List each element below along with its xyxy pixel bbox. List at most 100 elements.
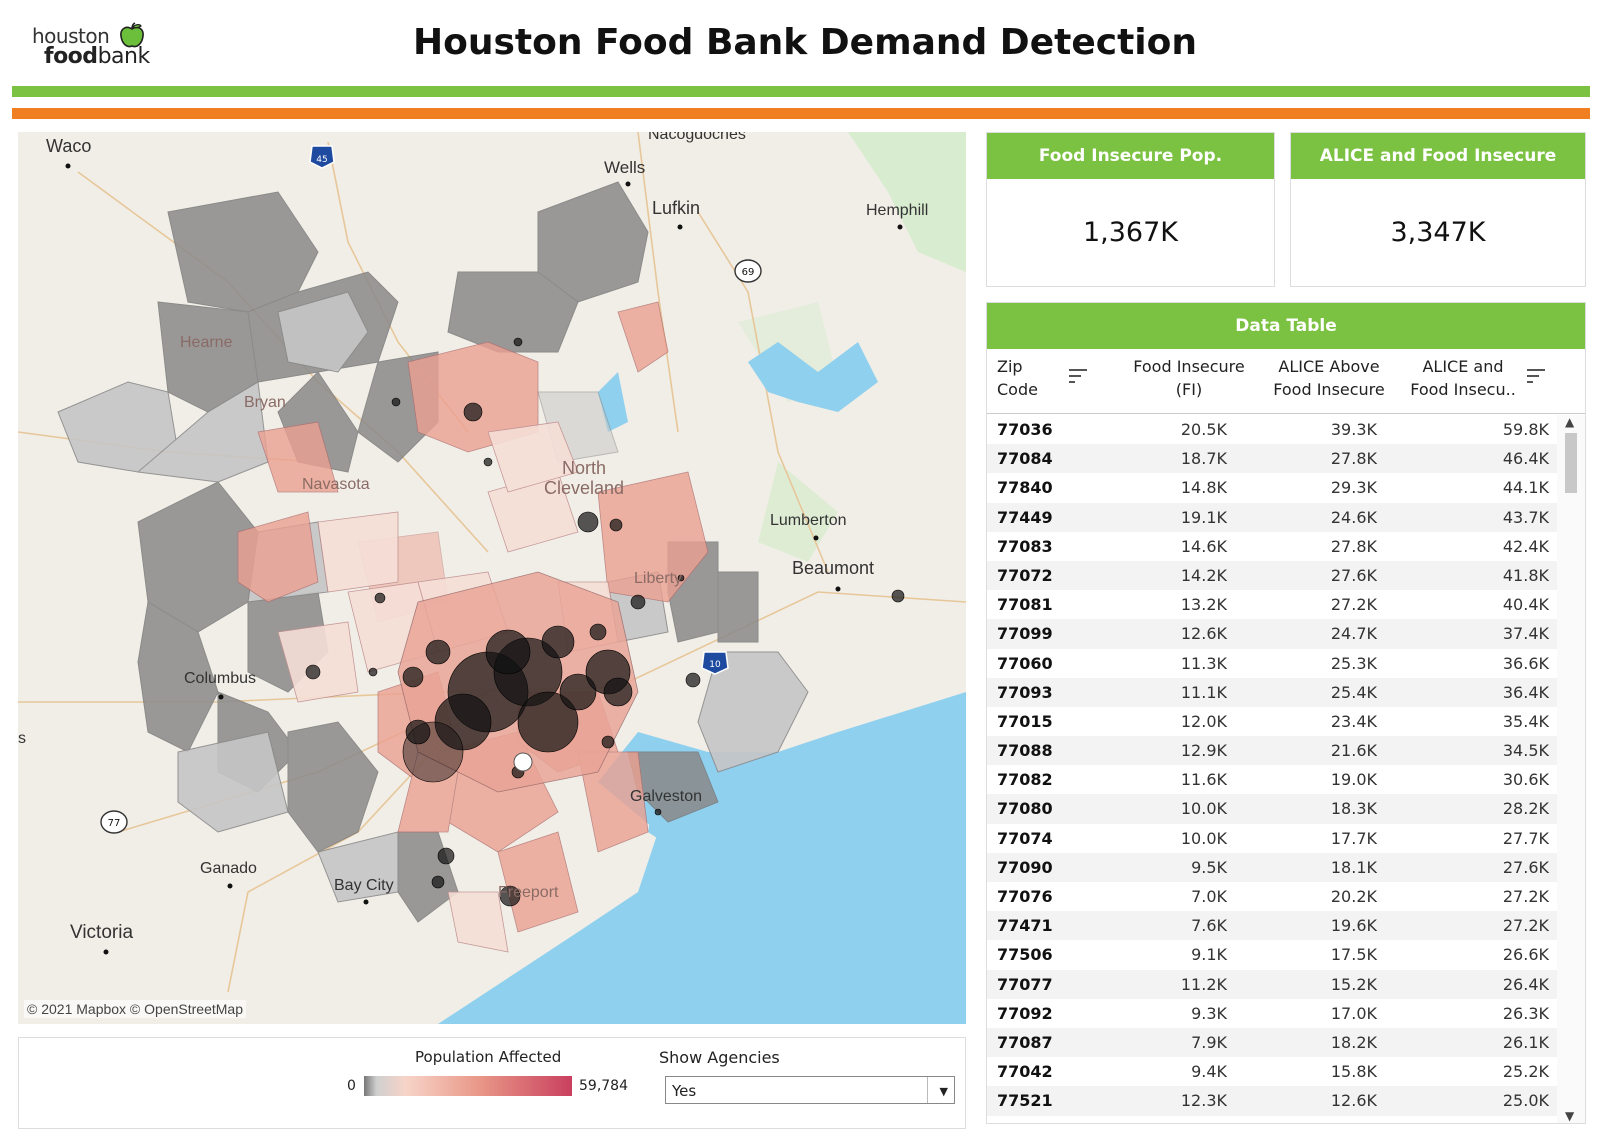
- cell-food-insecure: 12.0K: [1180, 711, 1227, 731]
- cell-alice-and-food-insecure: 59.8K: [1502, 420, 1549, 439]
- table-body: 77036 20.5K 39.3K 59.8K 77084 18.7K 27.8K 46.4K…: [987, 415, 1557, 1116]
- cell-alice-above: 27.2K: [1330, 595, 1377, 615]
- cell-alice-above: 25.3K: [1330, 653, 1377, 673]
- cell-zip-code: 77840: [997, 478, 1053, 498]
- cell-alice-and-food-insecure: 25.2K: [1502, 1062, 1549, 1082]
- cell-zip-code: 77083: [997, 536, 1053, 556]
- cell-alice-and-food-insecure: 26.3K: [1502, 1003, 1549, 1023]
- cell-alice-and-food-insecure: 35.4K: [1502, 711, 1549, 731]
- column-header-alice-and-food-insecure[interactable]: ALICE and Food Insecu..: [1410, 357, 1516, 399]
- table-row[interactable]: 77449 19.1K 24.6K 43.7K: [987, 502, 1557, 532]
- cell-alice-and-food-insecure: 26.6K: [1502, 945, 1549, 965]
- cell-alice-above: 15.8K: [1330, 1062, 1377, 1082]
- table-row[interactable]: 77080 10.0K 18.3K 28.2K: [987, 794, 1557, 824]
- cell-alice-and-food-insecure: 37.4K: [1502, 624, 1549, 644]
- table-row[interactable]: 77076 7.0K 20.2K 27.2K: [987, 882, 1557, 911]
- cell-food-insecure: 9.4K: [1191, 1062, 1227, 1082]
- cell-zip-code: 77076: [997, 887, 1053, 906]
- table-row[interactable]: 77060 11.3K 25.3K 36.6K: [987, 649, 1557, 678]
- cell-alice-above: 17.7K: [1330, 828, 1377, 848]
- table-row[interactable]: 77084 18.7K 27.8K 46.4K: [987, 444, 1557, 474]
- cell-food-insecure: 10.0K: [1180, 799, 1227, 819]
- table-row[interactable]: 77099 12.6K 24.7K 37.4K: [987, 619, 1557, 649]
- cell-alice-above: 27.8K: [1330, 449, 1377, 469]
- cell-alice-above: 12.6K: [1330, 1091, 1377, 1111]
- cell-alice-above: 15.2K: [1330, 974, 1377, 994]
- cell-zip-code: 77080: [997, 799, 1053, 819]
- map-label-liberty: Liberty: [634, 570, 683, 587]
- green-divider: [12, 86, 1590, 97]
- table-row[interactable]: 77840 14.8K 29.3K 44.1K: [987, 473, 1557, 502]
- table-row[interactable]: 77506 9.1K 17.5K 26.6K: [987, 940, 1557, 969]
- cell-zip-code: 77092: [997, 1003, 1053, 1023]
- apple-icon: [120, 22, 144, 48]
- chevron-up-icon[interactable]: ▲: [1565, 415, 1575, 429]
- cell-zip-code: 77521: [997, 1091, 1053, 1111]
- cell-food-insecure: 12.3K: [1180, 1091, 1227, 1111]
- table-row[interactable]: 77036 20.5K 39.3K 59.8K: [987, 415, 1557, 444]
- cell-alice-and-food-insecure: 27.2K: [1502, 916, 1549, 936]
- table-row[interactable]: 77092 9.3K 17.0K 26.3K: [987, 999, 1557, 1028]
- show-agencies-dropdown[interactable]: Yes ▼: [665, 1076, 955, 1104]
- cell-alice-and-food-insecure: 27.2K: [1502, 887, 1549, 906]
- legend-min-value: 0: [347, 1078, 356, 1094]
- houston-food-bank-logo: houston foodbank: [30, 22, 170, 72]
- cell-zip-code: 77099: [997, 624, 1053, 644]
- header: houston foodbank Houston Food Bank Deman…: [0, 0, 1600, 119]
- cell-food-insecure: 11.1K: [1180, 682, 1227, 702]
- sort-descending-icon[interactable]: [1527, 369, 1545, 385]
- table-row[interactable]: 77088 12.9K 21.6K 34.5K: [987, 736, 1557, 766]
- cell-food-insecure: 19.1K: [1180, 507, 1227, 527]
- sort-icon[interactable]: [1069, 369, 1087, 385]
- table-row[interactable]: 77082 11.6K 19.0K 30.6K: [987, 765, 1557, 794]
- table-row[interactable]: 77521 12.3K 12.6K 25.0K: [987, 1086, 1557, 1116]
- page-title: Houston Food Bank Demand Detection: [413, 22, 1197, 63]
- cell-alice-above: 27.6K: [1330, 565, 1377, 585]
- cell-alice-and-food-insecure: 36.4K: [1502, 682, 1549, 702]
- cell-food-insecure: 12.9K: [1180, 741, 1227, 761]
- table-row[interactable]: 77015 12.0K 23.4K 35.4K: [987, 707, 1557, 736]
- scrollbar-thumb[interactable]: [1565, 433, 1577, 493]
- map-label-bay-city: Bay City: [334, 877, 394, 894]
- table-scrollbar[interactable]: ▲ ▼: [1557, 415, 1585, 1123]
- table-row[interactable]: 77042 9.4K 15.8K 25.2K: [987, 1057, 1557, 1086]
- cell-alice-and-food-insecure: 44.1K: [1502, 478, 1549, 498]
- column-header-food-insecure[interactable]: Food Insecure (FI): [1133, 357, 1245, 399]
- table-row[interactable]: 77093 11.1K 25.4K 36.4K: [987, 677, 1557, 707]
- map-view[interactable]: 45 69 77 10 Waco Nacogdoches Wells Lufki…: [18, 132, 966, 1024]
- map-label-lufkin: Lufkin: [652, 198, 701, 218]
- cell-alice-above: 24.7K: [1330, 624, 1377, 644]
- caret-down-icon[interactable]: ▼: [939, 1085, 948, 1098]
- table-row[interactable]: 77090 9.5K 18.1K 27.6K: [987, 852, 1557, 882]
- table-row[interactable]: 77074 10.0K 17.7K 27.7K: [987, 824, 1557, 853]
- cell-zip-code: 77081: [997, 595, 1053, 615]
- cell-alice-above: 25.4K: [1330, 682, 1377, 702]
- show-agencies-label: Show Agencies: [659, 1048, 780, 1067]
- cell-food-insecure: 9.1K: [1191, 945, 1227, 965]
- map-label-north: North: [562, 458, 607, 478]
- column-header-zip[interactable]: Zip Code: [997, 357, 1038, 399]
- cell-zip-code: 77088: [997, 741, 1053, 761]
- logo-text-line1: houston: [32, 24, 110, 48]
- cell-alice-above: 18.1K: [1330, 857, 1377, 877]
- table-row[interactable]: 77083 14.6K 27.8K 42.4K: [987, 532, 1557, 561]
- table-row[interactable]: 77072 14.2K 27.6K 41.8K: [987, 560, 1557, 591]
- cell-zip-code: 77036: [997, 420, 1053, 439]
- column-header-alice-above[interactable]: ALICE Above Food Insecure: [1273, 357, 1385, 399]
- chevron-down-icon[interactable]: ▼: [1565, 1109, 1575, 1123]
- cell-alice-and-food-insecure: 26.4K: [1502, 974, 1549, 994]
- legend-title: Population Affected: [415, 1048, 562, 1066]
- orange-divider: [12, 108, 1590, 119]
- table-row[interactable]: 77471 7.6K 19.6K 27.2K: [987, 911, 1557, 941]
- cell-alice-above: 19.6K: [1330, 916, 1377, 936]
- map-label-hemphill: Hemphill: [866, 202, 929, 219]
- table-row[interactable]: 77087 7.9K 18.2K 26.1K: [987, 1027, 1557, 1058]
- map-attribution[interactable]: © 2021 Mapbox © OpenStreetMap: [24, 1000, 246, 1018]
- cell-food-insecure: 11.2K: [1180, 974, 1227, 994]
- cell-alice-and-food-insecure: 27.7K: [1502, 828, 1549, 848]
- table-row[interactable]: 77081 13.2K 27.2K 40.4K: [987, 590, 1557, 619]
- cell-alice-and-food-insecure: 43.7K: [1502, 507, 1549, 527]
- table-row[interactable]: 77077 11.2K 15.2K 26.4K: [987, 969, 1557, 999]
- map-canvas[interactable]: 45 69 77 10: [18, 132, 966, 1024]
- map-label-victoria: Victoria: [70, 922, 134, 943]
